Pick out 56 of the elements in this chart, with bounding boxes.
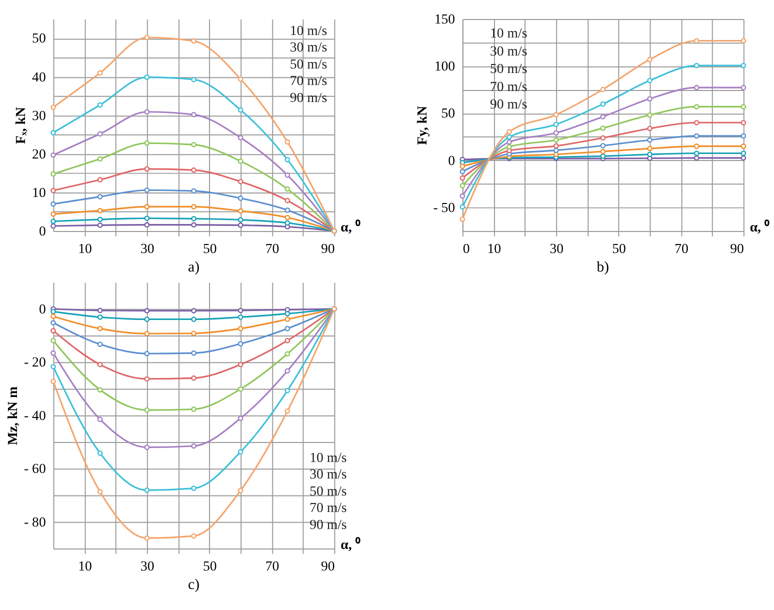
y-tick-label: 150 [434, 11, 456, 26]
annotation: 50 m/s [310, 483, 347, 498]
x-tick-label: 70 [265, 241, 280, 256]
y-axis-title: Fₓ, kN [13, 107, 28, 144]
y-tick-label: 0 [38, 301, 46, 316]
x-axis-title: α, ⁰ [340, 536, 360, 552]
x-axis-title: α, ⁰ [340, 218, 360, 234]
text: b) [596, 259, 610, 276]
y-tick-label: - 80 [24, 514, 46, 530]
x-axis-title: α, ⁰ [750, 218, 770, 234]
y-tick-label: 0 [448, 152, 456, 168]
y-tick-label: - 60 [24, 461, 46, 476]
annotation: 10 m/s [290, 22, 328, 38]
x-tick-label: 70 [265, 558, 280, 574]
y-tick-label: 50 [32, 30, 46, 46]
annotation: 70 m/s [490, 78, 528, 94]
x-tick-label: 90 [730, 241, 744, 256]
x-tick-label: 90 [320, 558, 335, 574]
y-tick-label: 10 [32, 184, 46, 200]
annotation: 90 m/s [490, 96, 528, 112]
y-axis-title: Mz, kN m [5, 386, 20, 446]
annotation: 90 m/s [310, 516, 347, 532]
x-tick-label: 50 [202, 241, 217, 256]
annotation: 50 m/s [490, 61, 528, 76]
annotation: 70 m/s [310, 500, 347, 516]
x-tick-label: 30 [140, 558, 154, 574]
x-tick-label: 0 [462, 241, 470, 256]
y-tick-label: 0 [38, 223, 46, 238]
y-axis-title: Fy, kN [414, 106, 430, 146]
annotation: 50 m/s [290, 56, 328, 72]
y-tick-label: - 20 [24, 354, 46, 370]
annotation: 10 m/s [310, 450, 347, 465]
x-tick-label: 50 [612, 241, 626, 256]
annotation: 30 m/s [290, 40, 328, 55]
x-tick-label: 50 [202, 558, 217, 574]
text: c) [188, 576, 200, 593]
y-tick-label: 20 [32, 146, 46, 162]
annotation: 70 m/s [290, 73, 328, 88]
x-tick-label: 10 [487, 241, 502, 256]
text: a) [188, 259, 200, 276]
y-tick-label: 40 [32, 69, 46, 84]
x-tick-label: 70 [674, 241, 688, 256]
x-tick-label: 30 [550, 241, 564, 256]
y-tick-label: - 40 [24, 408, 46, 423]
y-tick-label: 50 [441, 106, 456, 121]
x-tick-label: 10 [78, 241, 92, 256]
x-tick-label: 30 [140, 241, 154, 256]
x-tick-label: 90 [320, 241, 335, 256]
y-tick-label: 30 [32, 108, 46, 123]
annotation: 10 m/s [490, 26, 528, 41]
annotation: 30 m/s [490, 43, 528, 58]
x-tick-label: 10 [78, 558, 92, 574]
annotation: 90 m/s [290, 90, 328, 105]
annotation: 30 m/s [310, 466, 347, 482]
y-tick-label: - 50 [433, 200, 456, 215]
y-tick-label: 100 [434, 58, 456, 74]
